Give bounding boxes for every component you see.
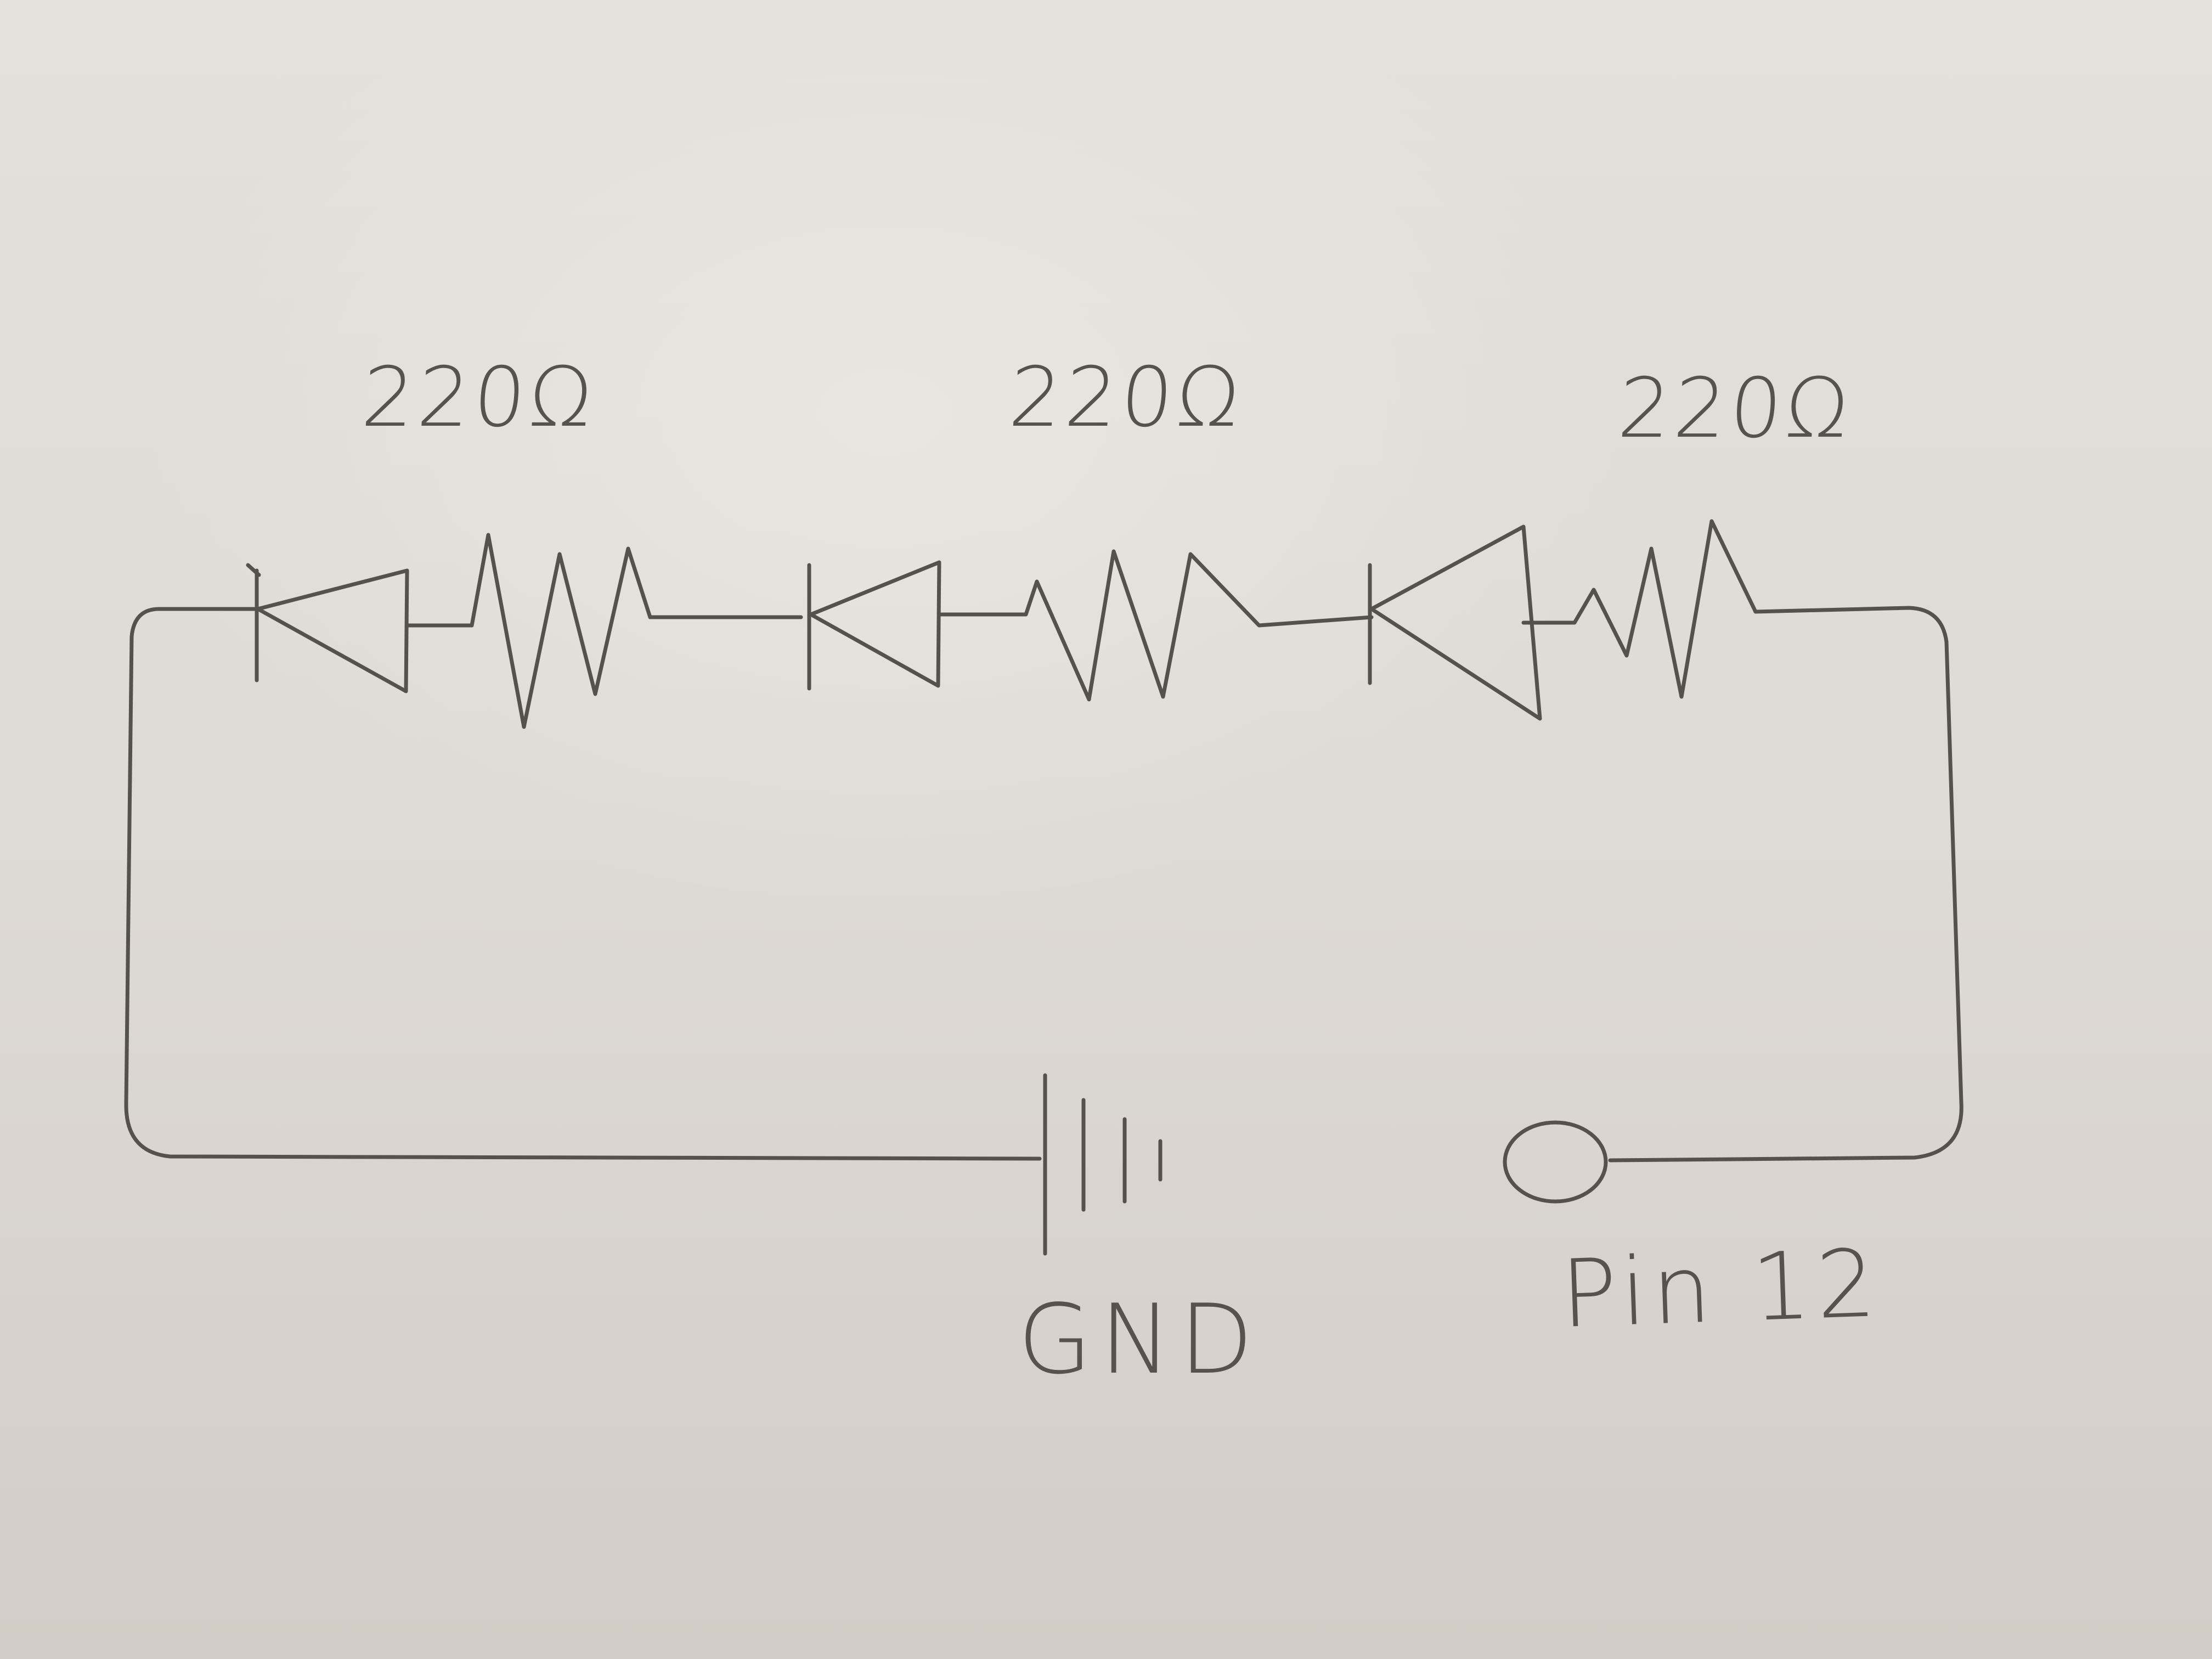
diode-3 [1368,524,1542,721]
resistor-1 [405,533,803,729]
pin-terminal [1503,1120,1608,1204]
wire-right-loop [1608,606,1963,1163]
ground-symbol [1043,1073,1163,1256]
pin-label: Pin 12 [1559,1229,1883,1350]
resistor-2 [937,549,1374,702]
ground-label: GND [1018,1284,1261,1396]
resistor-3-label: 220Ω [1615,361,1855,456]
resistor-2-label: 220Ω [1006,350,1246,445]
resistor-3 [1521,519,1758,699]
diode-1 [246,563,409,693]
diode-2 [807,560,941,691]
wire-left-loop [124,607,1042,1161]
resistor-1-label: 220Ω [358,350,599,445]
